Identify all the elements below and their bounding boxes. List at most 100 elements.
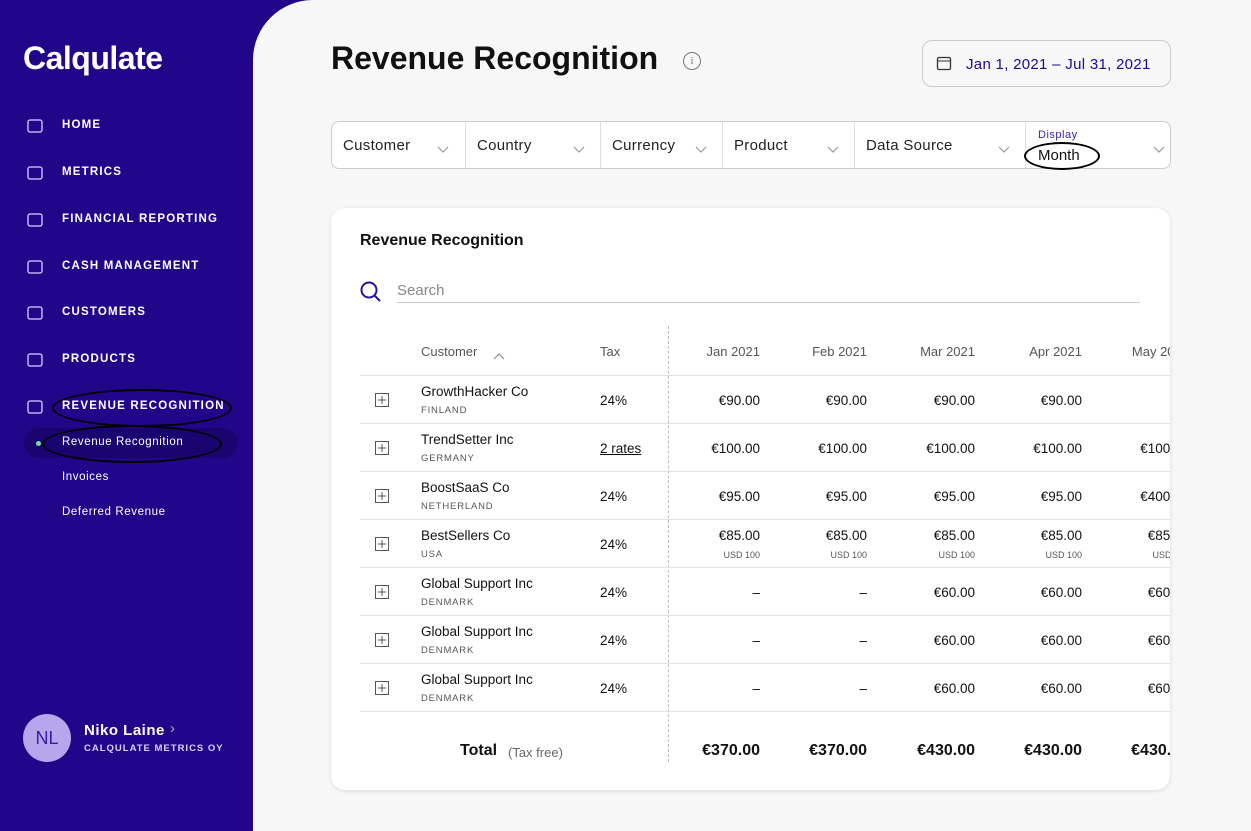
- total-value: €370.00: [809, 742, 867, 759]
- expand-button[interactable]: [375, 489, 389, 508]
- nav-item[interactable]: PRODUCTS: [62, 353, 137, 365]
- chevron-svg: [998, 146, 1010, 153]
- expand-button[interactable]: [375, 393, 389, 412]
- filter-dropdown[interactable]: Customer: [332, 122, 465, 168]
- total-value: €430.00: [1024, 742, 1082, 759]
- cell-subvalue: USD 100: [723, 550, 760, 560]
- total-value: €430.00: [1131, 742, 1170, 759]
- user-name[interactable]: Niko Laine: [84, 722, 165, 739]
- row-separator: [360, 375, 1170, 376]
- nav-item[interactable]: CUSTOMERS: [62, 306, 147, 318]
- nav-icon: [26, 398, 44, 421]
- customer-country: FINLAND: [421, 405, 468, 416]
- tax-rate[interactable]: 2 rates: [600, 441, 642, 456]
- tax-rate: 24%: [600, 681, 628, 696]
- nav-item[interactable]: FINANCIAL REPORTING: [62, 213, 219, 225]
- customer-name: Global Support Inc: [421, 624, 533, 639]
- search-input[interactable]: Search: [397, 282, 1140, 303]
- customer-name: GrowthHacker Co: [421, 384, 529, 399]
- nav-icon: [26, 164, 44, 187]
- nav-icon: [26, 304, 44, 327]
- chevron: [827, 141, 839, 159]
- customer-name: BoostSaaS Co: [421, 480, 510, 495]
- cell-value: –: [752, 585, 760, 600]
- tax-rate: 24%: [600, 537, 628, 552]
- cell-value: –: [859, 633, 867, 648]
- cell-value: €60.00: [1147, 585, 1170, 600]
- page-title: Revenue Recognition: [331, 40, 659, 76]
- cell-value: €60.00: [1040, 633, 1082, 648]
- expand-button-svg: [375, 393, 389, 407]
- nav-icon-svg: [27, 400, 43, 414]
- customer-country: DENMARK: [421, 693, 475, 704]
- cell-value: –: [752, 633, 760, 648]
- cell-value: €100.00: [711, 441, 760, 456]
- cell-value: €60.00: [1147, 681, 1170, 696]
- cell-value: €90.00: [1040, 393, 1082, 408]
- display-label: Display: [1038, 129, 1078, 141]
- column-header[interactable]: Customer: [421, 344, 478, 359]
- search-icon-svg: [360, 281, 381, 302]
- cell-value: €60.00: [1040, 585, 1082, 600]
- total-value: €430.00: [917, 742, 975, 759]
- subnav-item[interactable]: Deferred Revenue: [62, 506, 166, 518]
- nav-item[interactable]: CASH MANAGEMENT: [62, 260, 200, 272]
- user-company: CALQULATE METRICS OY: [84, 743, 224, 754]
- expand-button-svg: [375, 681, 389, 695]
- row-separator: [360, 519, 1170, 520]
- expand-button-svg: [375, 489, 389, 503]
- cell-value: €60.00: [1147, 633, 1170, 648]
- column-divider: [668, 326, 669, 762]
- filter-dropdown[interactable]: Product: [722, 122, 855, 168]
- filter-dropdown[interactable]: Data Source: [854, 122, 1026, 168]
- filter-dropdown[interactable]: Currency: [600, 122, 723, 168]
- cell-value: €60.00: [933, 585, 975, 600]
- cell-value: –: [752, 681, 760, 696]
- expand-button[interactable]: [375, 537, 389, 556]
- filter-bar: Customer Country Currency Product Data Sourc…: [331, 121, 1171, 170]
- chevron: [1153, 141, 1165, 159]
- customer-name: Global Support Inc: [421, 576, 533, 591]
- nav-item[interactable]: METRICS: [62, 166, 123, 178]
- nav-icon: [26, 351, 44, 374]
- filter-dropdown[interactable]: Country: [465, 122, 601, 168]
- cell-value: €85.00: [1147, 528, 1170, 543]
- customer-country: GERMANY: [421, 453, 475, 464]
- nav-item[interactable]: HOME: [62, 119, 102, 131]
- customer-name: Global Support Inc: [421, 672, 533, 687]
- card-title: Revenue Recognition: [360, 232, 524, 249]
- info-icon: i: [683, 52, 701, 70]
- nav-icon-svg: [27, 166, 43, 180]
- customer-country: USA: [421, 549, 443, 560]
- chevron-svg: [437, 146, 449, 153]
- cell-value: €90.00: [933, 393, 975, 408]
- nav-icon: [26, 117, 44, 140]
- nav-icon-svg: [27, 119, 43, 133]
- cell-value: €95.00: [825, 489, 867, 504]
- expand-button[interactable]: [375, 681, 389, 700]
- filter-label: Data Source: [866, 137, 953, 154]
- row-separator: [360, 711, 1170, 712]
- expand-button-svg: [375, 537, 389, 551]
- display-dropdown[interactable]: Display Month: [1024, 122, 1171, 170]
- tax-rate: 24%: [600, 633, 628, 648]
- row-separator: [360, 423, 1170, 424]
- cell-value: €100.00: [818, 441, 867, 456]
- cell-value: €60.00: [933, 681, 975, 696]
- cell-subvalue: USD 100: [1152, 550, 1170, 560]
- expand-button[interactable]: [375, 633, 389, 652]
- cell-value: €85.00: [718, 528, 760, 543]
- avatar: NL: [23, 714, 71, 762]
- nav-icon-svg: [27, 353, 43, 367]
- expand-button[interactable]: [375, 585, 389, 604]
- sort-icon: [493, 347, 505, 365]
- chevron: [437, 141, 449, 159]
- cell-value: €90.00: [718, 393, 760, 408]
- date-range-button[interactable]: Jan 1, 2021 – Jul 31, 2021: [922, 40, 1171, 87]
- table-card: Revenue Recognition Search Customer Tax Jan …: [331, 208, 1170, 790]
- column-header: Feb 2021: [812, 344, 867, 359]
- expand-button[interactable]: [375, 441, 389, 460]
- subnav-item[interactable]: Invoices: [62, 471, 109, 483]
- chevron-svg: [827, 146, 839, 153]
- subnav-annotation: [42, 425, 222, 463]
